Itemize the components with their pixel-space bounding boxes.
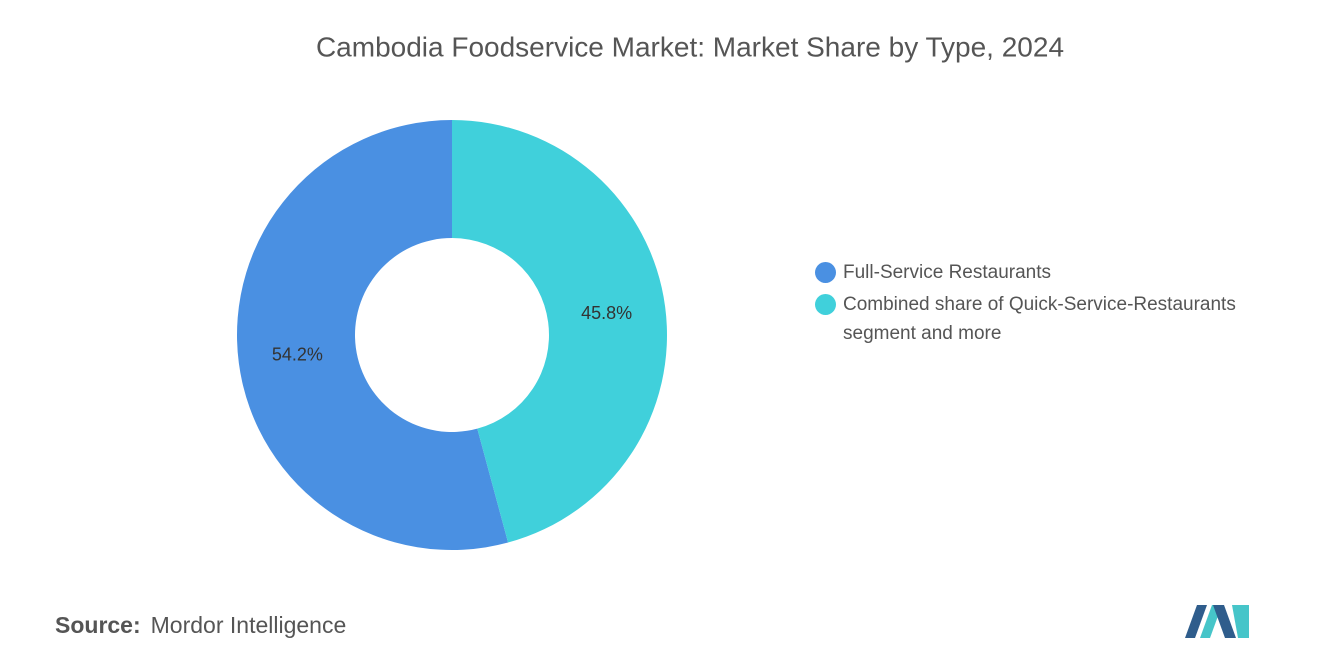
legend-item: Combined share of Quick-Service-Restaura… [815, 290, 1245, 348]
slice [237, 120, 509, 551]
data-label: 54.2% [272, 344, 323, 364]
source-label: Source: [55, 612, 141, 638]
legend-label: Full-Service Restaurants [843, 262, 1052, 283]
legend-marker [815, 294, 836, 315]
legend-marker [815, 262, 836, 283]
logo [1185, 605, 1249, 638]
slice [452, 120, 667, 543]
legend: Full-Service Restaurants Combined share o… [815, 258, 1245, 351]
chart-title: Cambodia Foodservice Market: Market Shar… [316, 31, 1064, 62]
legend-label: Combined share of Quick-Service-Restaura… [843, 294, 1236, 344]
data-label: 45.8% [581, 303, 632, 323]
legend-item: Full-Service Restaurants [815, 258, 1245, 287]
source-text: Mordor Intelligence [150, 612, 347, 638]
source: Source: Mordor Intelligence [55, 612, 346, 639]
